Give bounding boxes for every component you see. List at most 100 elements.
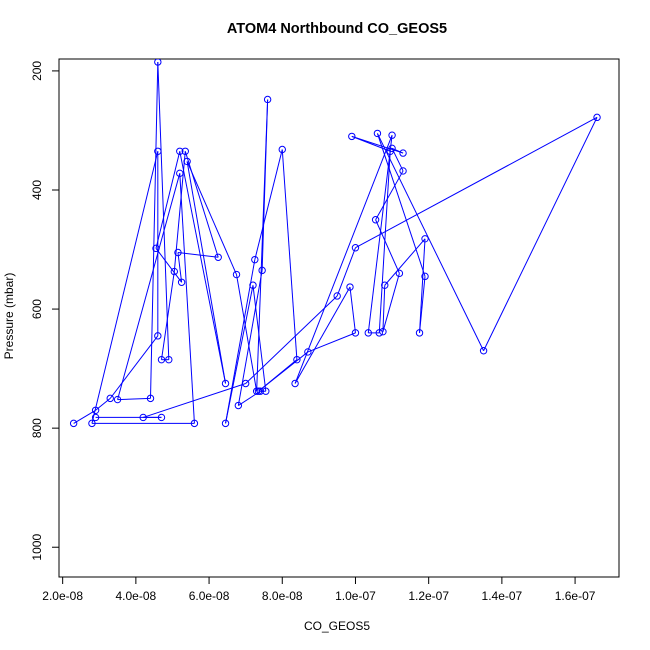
series-line-segment xyxy=(281,149,298,360)
data-point xyxy=(278,145,286,154)
data-point xyxy=(91,406,100,414)
series-line-segment xyxy=(236,274,258,392)
series-line-segment xyxy=(384,238,426,286)
data-point xyxy=(593,113,601,122)
series-line-segment xyxy=(150,61,159,399)
data-point xyxy=(181,147,189,155)
series-line-segment xyxy=(186,161,237,275)
data-point xyxy=(351,244,360,252)
data-point xyxy=(221,419,230,428)
data-point xyxy=(364,329,372,337)
series-line-segment xyxy=(376,133,426,277)
series-line-segment xyxy=(254,149,283,260)
series-line-segment xyxy=(294,135,393,384)
series-line-segment xyxy=(376,133,485,351)
data-point xyxy=(399,149,407,157)
data-point xyxy=(421,235,429,243)
series-line-segment xyxy=(391,148,404,172)
series-line-segment xyxy=(355,116,598,249)
data-point xyxy=(379,327,387,336)
series-line-segment xyxy=(261,99,269,271)
data-point xyxy=(293,355,301,364)
series-line-segment xyxy=(157,61,170,360)
series-line-segment xyxy=(117,173,181,400)
x-tick-label: 8.0e-08 xyxy=(262,589,303,603)
data-point xyxy=(258,266,266,275)
data-point xyxy=(249,281,257,289)
series-line-segment xyxy=(177,252,219,258)
y-tick-label: 600 xyxy=(30,299,44,319)
data-point xyxy=(113,395,122,404)
data-point xyxy=(262,387,270,395)
series-line-segment xyxy=(349,286,356,333)
y-tick-label: 800 xyxy=(30,418,44,438)
y-tick-label: 200 xyxy=(30,61,44,81)
data-point xyxy=(346,283,354,291)
series-line-segment xyxy=(179,173,195,424)
series-line-segment xyxy=(179,151,227,384)
series-line-segment xyxy=(117,397,151,401)
x-tick-label: 1.4e-07 xyxy=(482,589,523,603)
series-line-segment xyxy=(375,170,404,221)
data-point xyxy=(395,269,404,278)
y-tick-label: 1000 xyxy=(30,534,44,561)
data-point xyxy=(221,379,230,388)
data-point xyxy=(291,379,299,388)
data-point xyxy=(183,157,191,166)
data-point xyxy=(152,244,160,253)
data-point xyxy=(157,413,166,422)
data-point xyxy=(214,253,222,261)
series-line-segment xyxy=(419,276,426,333)
data-point xyxy=(333,292,341,300)
series-line-segment xyxy=(483,117,598,351)
data-point xyxy=(263,95,272,104)
series-line-segment xyxy=(252,285,267,392)
data-point xyxy=(177,278,186,286)
data-point xyxy=(381,281,389,289)
data-point xyxy=(421,272,429,281)
series-line-segment xyxy=(294,286,351,384)
x-axis: 2.0e-08 4.0e-08 6.0e-08 8.0e-08 1.0e-07 1.2e-… xyxy=(42,576,596,603)
x-tick-label: 2.0e-08 xyxy=(42,589,83,603)
series-line-segment xyxy=(336,247,356,297)
x-tick-label: 1.6e-07 xyxy=(555,589,596,603)
data-point xyxy=(415,329,424,337)
data-point xyxy=(399,167,407,175)
data-point xyxy=(176,169,184,178)
data-point xyxy=(388,131,396,139)
series-line-segment xyxy=(109,335,159,399)
data-point xyxy=(139,413,147,422)
series-line-segment xyxy=(375,219,400,274)
data-point xyxy=(373,129,382,138)
x-axis-label: CO_GEOS5 xyxy=(304,619,370,633)
data-point xyxy=(371,216,380,224)
series-line-segment xyxy=(155,248,183,283)
data-point xyxy=(69,419,78,428)
series-line-segment xyxy=(391,147,404,154)
x-tick-label: 1.0e-07 xyxy=(335,589,376,603)
plot-layer xyxy=(69,59,601,428)
data-point xyxy=(154,147,162,155)
data-point xyxy=(241,379,250,388)
data-point xyxy=(91,413,100,422)
data-point xyxy=(146,394,155,403)
series-line-segment xyxy=(73,409,96,424)
x-tick-label: 1.2e-07 xyxy=(408,589,449,603)
data-point xyxy=(304,348,312,356)
series-line-segment xyxy=(307,332,356,353)
y-tick-label: 400 xyxy=(30,180,44,200)
series-line-segment xyxy=(186,161,227,384)
data-point xyxy=(190,419,199,428)
data-point xyxy=(348,132,356,141)
data-point xyxy=(232,270,241,279)
data-point xyxy=(88,419,96,428)
x-tick-label: 4.0e-08 xyxy=(116,589,157,603)
data-point xyxy=(165,355,173,364)
chart-title: ATOM4 Northbound CO_GEOS5 xyxy=(227,21,447,37)
data-point xyxy=(251,255,259,264)
series-line-segment xyxy=(143,383,246,418)
data-point xyxy=(174,248,182,257)
y-axis: 200 400 600 800 1000 xyxy=(30,61,60,561)
